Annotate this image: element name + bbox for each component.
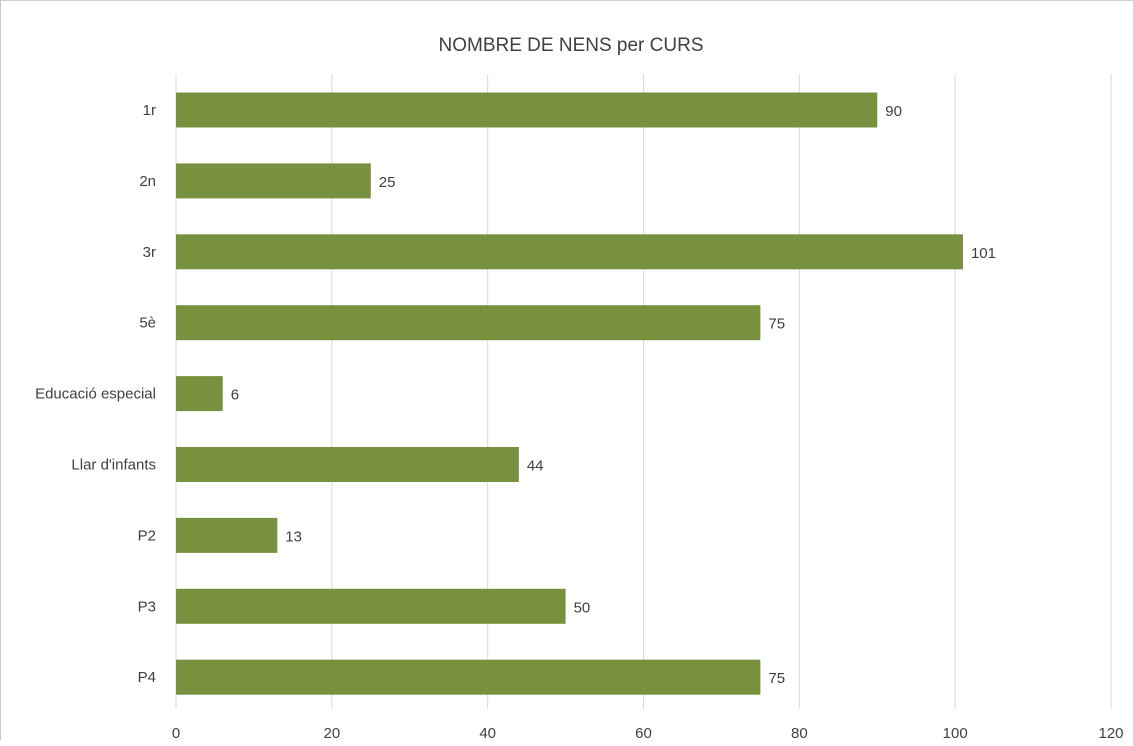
x-tick-label: 60: [635, 725, 652, 741]
bar: [176, 163, 371, 199]
x-tick-label: 40: [479, 725, 496, 741]
data-label: 50: [574, 599, 591, 616]
x-axis-tick-labels: 0 20 40 60 80 100 120: [172, 725, 1124, 742]
bar: [176, 376, 223, 412]
x-tick-label: 80: [791, 725, 808, 741]
category-label: 5è: [139, 315, 156, 332]
data-label: 90: [885, 103, 902, 120]
category-label: Llar d'infants: [71, 457, 156, 474]
category-labels: 1r 2n 3r 5è Educació especial Llar d'infants P…: [35, 102, 156, 686]
chart-title: NOMBRE DE NENS per CURS: [439, 35, 704, 56]
category-label: Educació especial: [35, 386, 156, 403]
x-tick-label: 120: [1098, 725, 1123, 741]
bar: [176, 234, 963, 270]
data-label: 101: [971, 245, 996, 262]
data-labels: 90 25 101 75 6 44 13 50 75: [231, 103, 996, 687]
data-label: 25: [379, 174, 396, 191]
bar: [176, 92, 878, 128]
x-tick-label: 0: [172, 725, 180, 741]
data-label: 75: [768, 670, 785, 687]
bar: [176, 305, 761, 341]
data-label: 44: [527, 458, 544, 475]
category-label: P4: [138, 669, 156, 686]
bar: [176, 659, 761, 695]
bars: [176, 92, 963, 695]
category-label: 2n: [139, 173, 156, 190]
bar: [176, 447, 519, 482]
category-label: 3r: [143, 244, 156, 261]
x-tick-label: 20: [323, 725, 340, 741]
category-label: P2: [138, 527, 156, 544]
bar: [176, 588, 566, 624]
bar: [176, 517, 278, 553]
category-label: P3: [138, 598, 156, 615]
data-label: 13: [285, 528, 302, 545]
x-tick-label: 100: [943, 725, 968, 741]
data-label: 6: [231, 387, 239, 404]
category-label: 1r: [143, 102, 156, 119]
data-label: 75: [768, 316, 785, 333]
